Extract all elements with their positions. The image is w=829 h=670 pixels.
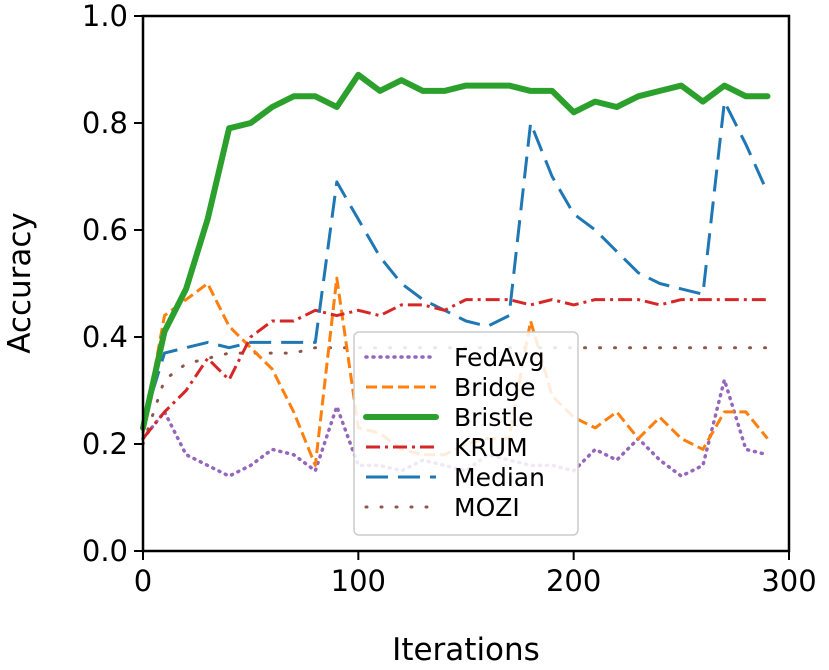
legend-label-fedavg: FedAvg [454, 343, 545, 372]
x-tick-label: 200 [546, 564, 601, 598]
legend-label-bristle: Bristle [454, 403, 534, 432]
x-tick-label: 100 [331, 564, 386, 598]
legend-label-median: Median [454, 463, 545, 492]
y-tick-label: 0.8 [82, 106, 128, 140]
legend-label-mozi: MOZI [454, 493, 520, 522]
y-tick-label: 0.6 [82, 213, 128, 247]
x-tick-label: 300 [761, 564, 816, 598]
legend-label-krum: KRUM [454, 433, 528, 462]
legend-label-bridge: Bridge [454, 373, 536, 402]
y-axis-title: Accuracy [2, 212, 38, 354]
plot-frame [141, 14, 791, 553]
series-line-bristle [140, 71, 771, 431]
x-tick-label: 0 [134, 564, 152, 598]
y-tick-label: 1.0 [82, 0, 128, 33]
y-tick-label: 0.4 [82, 320, 128, 354]
legend-box [353, 331, 579, 536]
x-axis-title: Iterations [392, 632, 540, 668]
y-tick-label: 0.0 [82, 534, 128, 568]
series-line-median [141, 100, 769, 424]
y-tick-label: 0.2 [82, 427, 128, 461]
ticks-layer: 0 100 200 300 0.0 0.2 0.4 0.6 0.8 1.0 [82, 0, 817, 598]
series-line-krum [141, 298, 768, 440]
